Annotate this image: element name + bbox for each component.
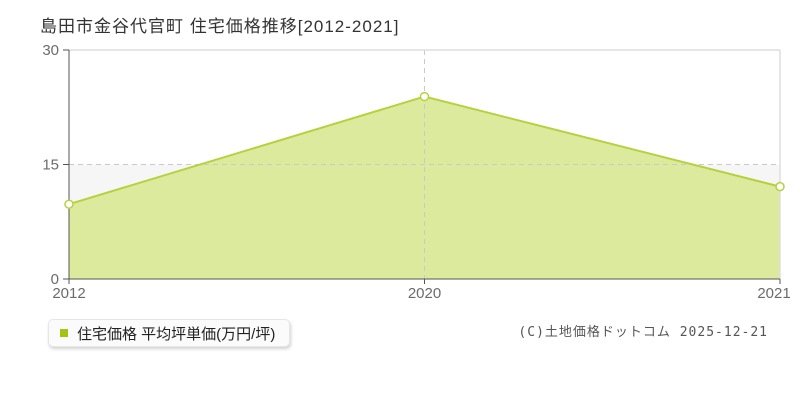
data-point-marker [64, 199, 74, 209]
x-tick-label: 2021 [757, 285, 790, 302]
data-point-marker [775, 181, 785, 192]
legend-box: 住宅価格 平均坪単価(万円/坪) [48, 319, 291, 347]
chart-title: 島田市金谷代官町 住宅価格推移[2012-2021] [40, 17, 400, 36]
x-tick-label: 2012 [52, 285, 85, 302]
series-marker-icon [60, 329, 68, 337]
y-tick-label: 15 [42, 157, 59, 174]
legend-label: 住宅価格 平均坪単価(万円/坪) [77, 325, 276, 343]
y-tick-label: 30 [42, 42, 59, 59]
y-tick-label: 0 [51, 271, 59, 288]
copyright-text: (C)土地価格ドットコム 2025-12-21 [518, 325, 768, 340]
x-tick-label: 2020 [408, 285, 441, 302]
data-point-marker [419, 91, 430, 102]
